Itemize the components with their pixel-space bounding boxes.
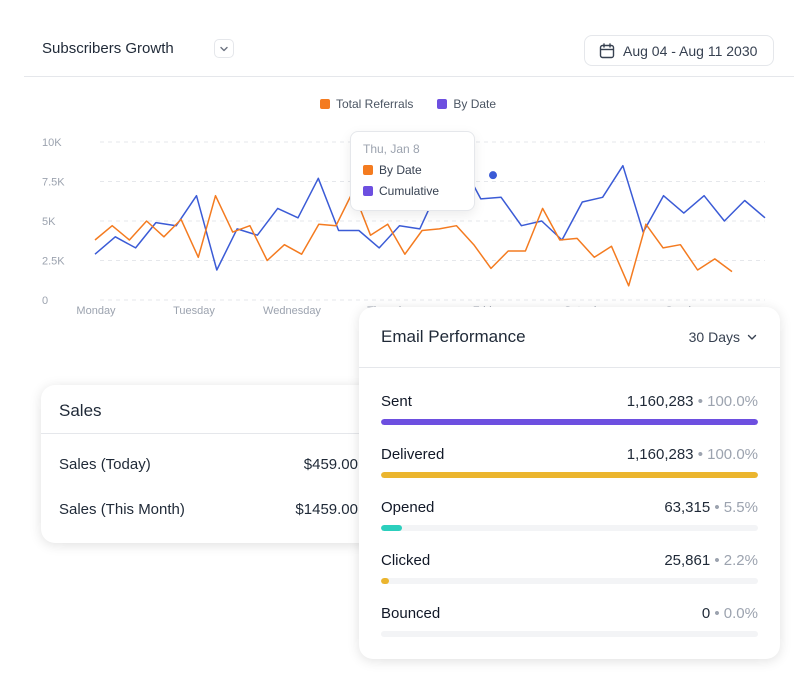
highlight-point[interactable]	[489, 171, 497, 180]
tooltip-row: Cumulative	[363, 184, 462, 198]
metric-clicked: Clicked 25,861 • 2.2%	[381, 552, 758, 584]
metric-percent: 100.0%	[707, 446, 758, 463]
sales-title: Sales	[41, 385, 378, 434]
metric-label: Clicked	[381, 552, 431, 569]
metric-bar-track	[381, 472, 758, 478]
tooltip-swatch	[363, 165, 373, 175]
y-tick-label: 10K	[42, 137, 62, 149]
metric-value: 25,861	[664, 552, 711, 569]
sales-value: $459.00	[303, 456, 358, 473]
legend-label: By Date	[453, 97, 497, 111]
metric-label: Opened	[381, 499, 435, 516]
tooltip-swatch	[363, 186, 373, 196]
series-line-total-referrals	[94, 190, 733, 287]
title-dropdown-button[interactable]	[214, 39, 234, 58]
email-card-header: Email Performance 30 Days	[359, 307, 780, 368]
legend-label: Total Referrals	[336, 97, 414, 111]
range-label: 30 Days	[688, 329, 740, 345]
tooltip-label: Cumulative	[379, 184, 440, 198]
tooltip-date: Thu, Jan 8	[363, 142, 420, 156]
tooltip-row: By Date	[363, 163, 462, 177]
sales-label: Sales (This Month)	[59, 501, 185, 518]
sales-card: Sales Sales (Today) $459.00 Sales (This …	[41, 385, 378, 543]
sales-label: Sales (Today)	[59, 456, 151, 473]
date-range-label: Aug 04 - Aug 11 2030	[623, 42, 758, 59]
chart-header: Subscribers Growth Aug 04 - Aug 11 2030	[24, 34, 794, 77]
metric-bar-fill	[381, 472, 758, 478]
chevron-down-icon	[220, 46, 228, 51]
metric-bar-track	[381, 419, 758, 425]
x-tick-label: Tuesday	[173, 305, 215, 317]
tooltip-label: By Date	[379, 163, 422, 177]
metric-label: Sent	[381, 393, 412, 410]
sales-row-month: Sales (This Month) $1459.00	[41, 501, 378, 518]
legend-item-by-date[interactable]: By Date	[437, 97, 496, 111]
metric-label: Bounced	[381, 605, 441, 622]
metric-label: Delivered	[381, 446, 445, 463]
legend-swatch	[437, 99, 448, 109]
metric-bar-track	[381, 578, 758, 584]
chevron-down-icon	[747, 334, 757, 340]
metric-percent: 5.5%	[723, 499, 758, 516]
metric-bar-fill	[381, 578, 390, 584]
date-range-button[interactable]: Aug 04 - Aug 11 2030	[584, 35, 774, 66]
metric-value: 1,160,283	[626, 446, 694, 463]
metric-bar-fill	[381, 525, 402, 531]
metric-bar-track	[381, 631, 758, 637]
chart-tooltip: Thu, Jan 8 By Date Cumulative	[350, 131, 475, 211]
sales-row-today: Sales (Today) $459.00	[41, 456, 378, 473]
legend-swatch	[320, 99, 330, 109]
metric-opened: Opened 63,315 • 5.5%	[381, 499, 758, 531]
x-tick-label: Monday	[76, 305, 116, 317]
x-tick-label: Wednesday	[263, 305, 321, 317]
metric-value: 63,315	[664, 499, 711, 516]
metric-bar-fill	[381, 419, 758, 425]
sales-value: $1459.00	[295, 501, 358, 518]
metric-bounced: Bounced 0 • 0.0%	[381, 605, 758, 637]
email-performance-card: Email Performance 30 Days Sent 1,160,283…	[359, 307, 780, 659]
metric-bar-track	[381, 525, 758, 531]
range-dropdown[interactable]: 30 Days	[689, 329, 758, 345]
y-tick-label: 2.5K	[42, 256, 65, 268]
y-tick-label: 5K	[42, 216, 56, 228]
metric-percent: 100.0%	[707, 393, 758, 410]
y-tick-label: 0	[42, 295, 48, 307]
metric-sent: Sent 1,160,283 • 100.0%	[381, 393, 758, 425]
y-tick-label: 7.5K	[42, 177, 65, 189]
email-card-title: Email Performance	[381, 327, 526, 346]
calendar-icon	[599, 42, 615, 58]
metric-delivered: Delivered 1,160,283 • 100.0%	[381, 446, 758, 478]
metric-value: 1,160,283	[626, 393, 694, 410]
metric-percent: 2.2%	[723, 552, 758, 569]
chart-legend: Total Referrals By Date	[320, 97, 496, 111]
page-title: Subscribers Growth	[42, 40, 174, 57]
metric-value: 0	[701, 605, 711, 622]
legend-item-total-referrals[interactable]: Total Referrals	[320, 97, 413, 111]
metric-percent: 0.0%	[723, 605, 758, 622]
